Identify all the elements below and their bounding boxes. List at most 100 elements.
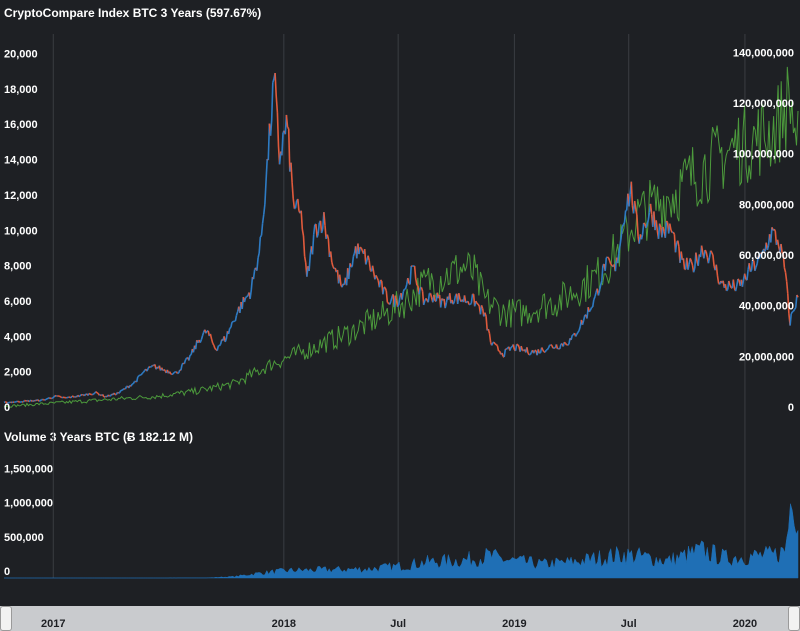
secondary-line-series — [3, 66, 799, 408]
price-segment — [297, 198, 300, 211]
price-segment — [646, 219, 650, 225]
price-segment — [601, 265, 604, 281]
price-segment — [365, 259, 368, 265]
left-tick-label-9: 18,000 — [4, 84, 38, 96]
price-segment — [662, 226, 665, 232]
price-segment — [743, 273, 747, 280]
price-segment — [677, 240, 680, 247]
price-segment — [101, 394, 105, 398]
price-segment — [672, 231, 676, 235]
price-segment — [234, 315, 238, 322]
volume-tick-label-1: 500,000 — [4, 532, 44, 544]
price-segment — [543, 350, 546, 354]
price-segment — [404, 284, 408, 290]
price-segment — [655, 220, 659, 231]
price-segment — [488, 333, 492, 343]
price-segment — [593, 296, 596, 301]
price-segment — [168, 371, 172, 375]
price-segment — [312, 224, 316, 235]
price-segment — [270, 82, 274, 121]
price-segment — [359, 246, 362, 249]
price-segment — [99, 394, 103, 397]
price-segment — [93, 392, 96, 395]
price-segment — [140, 372, 144, 376]
price-segment — [616, 253, 620, 264]
navigator-right-handle[interactable] — [788, 606, 800, 631]
price-segment — [184, 357, 188, 361]
price-segment — [505, 347, 509, 350]
price-segment — [794, 294, 798, 308]
price-segment — [113, 392, 116, 396]
price-segment — [323, 212, 326, 226]
price-segment — [130, 383, 133, 387]
price-segment — [574, 333, 578, 337]
price-segment — [578, 326, 581, 331]
price-segment — [78, 395, 81, 398]
price-segment — [367, 255, 370, 261]
navigator-scrollbar[interactable] — [0, 606, 800, 631]
volume-tick-label-3: 1,500,000 — [4, 463, 53, 475]
price-segment — [636, 214, 639, 237]
price-segment — [212, 342, 215, 346]
price-segment — [363, 249, 367, 265]
price-segment — [132, 381, 136, 385]
price-segment — [712, 254, 715, 267]
price-segment — [433, 294, 436, 301]
price-segment — [275, 95, 279, 113]
price-segment — [276, 112, 280, 147]
price-segment — [665, 220, 669, 223]
price-segment — [570, 335, 574, 341]
price-segment — [581, 320, 585, 326]
price-segment — [669, 223, 672, 231]
left-tick-label-8: 16,000 — [4, 119, 38, 131]
price-segment — [200, 335, 204, 340]
price-segment — [755, 263, 758, 268]
price-segment — [121, 388, 124, 391]
left-tick-label-0: 0 — [4, 402, 10, 414]
price-segment — [199, 339, 203, 343]
navigator-left-handle[interactable] — [0, 606, 12, 631]
price-segment — [175, 371, 179, 374]
price-segment — [582, 315, 586, 321]
price-segment — [623, 210, 627, 223]
price-segment — [547, 344, 551, 349]
price-segment — [716, 275, 720, 284]
price-segment — [503, 348, 507, 358]
volume-area — [4, 503, 799, 579]
price-segment — [97, 392, 100, 396]
price-segment — [69, 396, 72, 399]
price-segment — [670, 229, 673, 233]
price-segment — [148, 365, 151, 368]
price-segment — [259, 234, 263, 238]
price-segment — [380, 279, 383, 282]
price-segment — [257, 252, 260, 258]
left-tick-label-4: 8,000 — [4, 261, 32, 273]
price-segment — [109, 393, 113, 397]
price-segment — [60, 396, 63, 399]
price-segment — [792, 308, 796, 312]
price-segment — [588, 309, 592, 313]
price-segment — [645, 224, 648, 229]
left-tick-label-1: 2,000 — [4, 367, 32, 379]
price-segment — [137, 375, 140, 378]
price-segment — [329, 251, 333, 263]
price-segment — [98, 393, 101, 396]
price-segment — [87, 393, 90, 396]
price-segment — [349, 263, 352, 268]
price-segment — [635, 209, 638, 216]
price-segment — [791, 310, 794, 313]
price-segment — [490, 342, 494, 346]
price-segment — [749, 269, 753, 273]
price-segment — [766, 245, 770, 251]
price-segment — [496, 345, 500, 352]
price-line-series — [3, 72, 799, 404]
price-segment — [484, 312, 487, 317]
price-segment — [118, 390, 122, 393]
price-segment — [308, 254, 312, 272]
price-segment — [146, 368, 149, 372]
price-segment — [311, 234, 315, 255]
price-segment — [760, 250, 764, 254]
price-segment — [162, 369, 165, 372]
price-segment — [452, 301, 456, 305]
right-tick-label-0: 0 — [788, 402, 794, 414]
